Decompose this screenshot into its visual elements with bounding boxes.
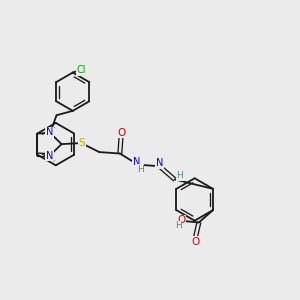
Text: Cl: Cl	[76, 65, 86, 75]
Text: S: S	[78, 138, 85, 148]
Text: N: N	[46, 151, 53, 161]
Text: O: O	[192, 237, 200, 247]
Text: N: N	[46, 127, 53, 137]
Text: O: O	[177, 215, 185, 225]
Text: N: N	[156, 158, 163, 168]
Text: N: N	[133, 157, 140, 167]
Text: H: H	[137, 165, 144, 174]
Text: H: H	[176, 171, 183, 180]
Text: H: H	[175, 221, 181, 230]
Text: O: O	[117, 128, 125, 138]
